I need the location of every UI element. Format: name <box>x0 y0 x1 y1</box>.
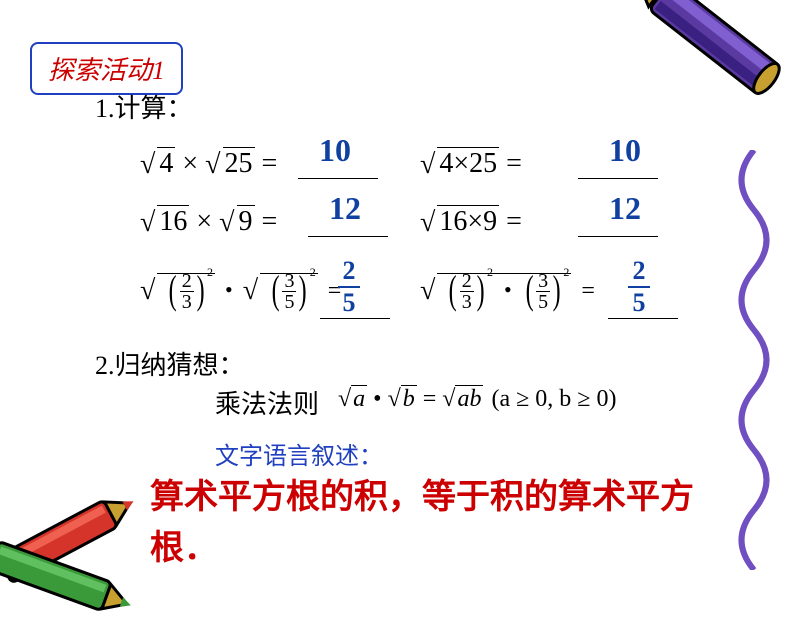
ans-line <box>578 236 658 237</box>
ans-line <box>308 236 388 237</box>
ans-line <box>320 318 390 319</box>
question-2-label: 2.归纳猜想： <box>95 345 245 382</box>
expr-r2-left: 16 × 9 = <box>140 206 277 238</box>
ans-line <box>298 178 378 179</box>
law-formula: √a • √b = √ab (a ≥ 0, b ≥ 0) <box>338 386 616 413</box>
law-label: 乘法法则 <box>215 384 319 421</box>
ans-r3-left: 2 5 <box>338 258 360 316</box>
ans-r2-right: 12 <box>600 190 650 227</box>
ans-r1-left: 10 <box>310 132 360 169</box>
expr-r2-right: 16×9 = <box>420 206 522 238</box>
ans-line <box>608 318 678 319</box>
ans-r1-right: 10 <box>600 132 650 169</box>
narrative-label: 文字语言叙述： <box>215 436 383 471</box>
expr-r3-right: (23)2 • (35)2 = <box>420 268 595 315</box>
expr-r1-right: 4×25 = <box>420 148 522 180</box>
activity-title: 探索活动1 <box>48 56 165 85</box>
ans-r3-right: 2 5 <box>628 258 650 316</box>
expr-r1-left: 4 × 25 = <box>140 148 277 180</box>
ans-r2-left: 12 <box>320 190 370 227</box>
ans-line <box>578 178 658 179</box>
conclusion-text: 算术平方根的积，等于积的算术平方根． <box>150 472 734 574</box>
question-1-label: 1.计算： <box>95 88 193 125</box>
expr-r3-left: (23)2 • (35)2 = <box>140 268 341 315</box>
